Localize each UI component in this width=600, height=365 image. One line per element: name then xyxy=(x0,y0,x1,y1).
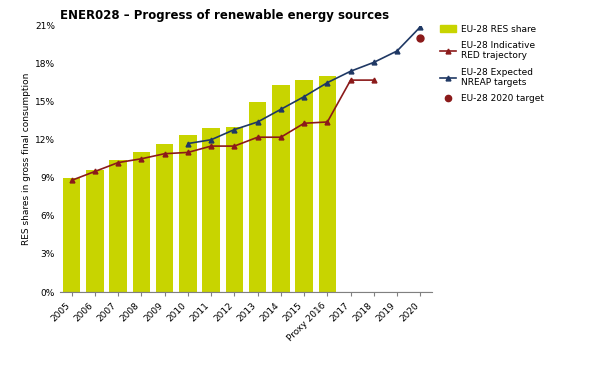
Bar xyxy=(63,178,80,292)
Bar xyxy=(319,76,336,292)
Bar xyxy=(202,128,220,292)
Bar xyxy=(109,160,127,292)
Bar xyxy=(156,143,173,292)
Bar xyxy=(86,170,104,292)
Legend: EU-28 RES share, EU-28 Indicative
RED trajectory, EU-28 Expected
NREAP targets, : EU-28 RES share, EU-28 Indicative RED tr… xyxy=(440,25,544,103)
Bar xyxy=(226,127,243,292)
Bar xyxy=(249,102,266,292)
Y-axis label: RES shares in gross final consumption: RES shares in gross final consumption xyxy=(22,73,31,245)
Bar xyxy=(272,85,290,292)
Bar xyxy=(179,135,197,292)
Bar xyxy=(133,153,150,292)
Text: ENER028 – Progress of renewable energy sources: ENER028 – Progress of renewable energy s… xyxy=(60,9,389,22)
Bar xyxy=(295,80,313,292)
